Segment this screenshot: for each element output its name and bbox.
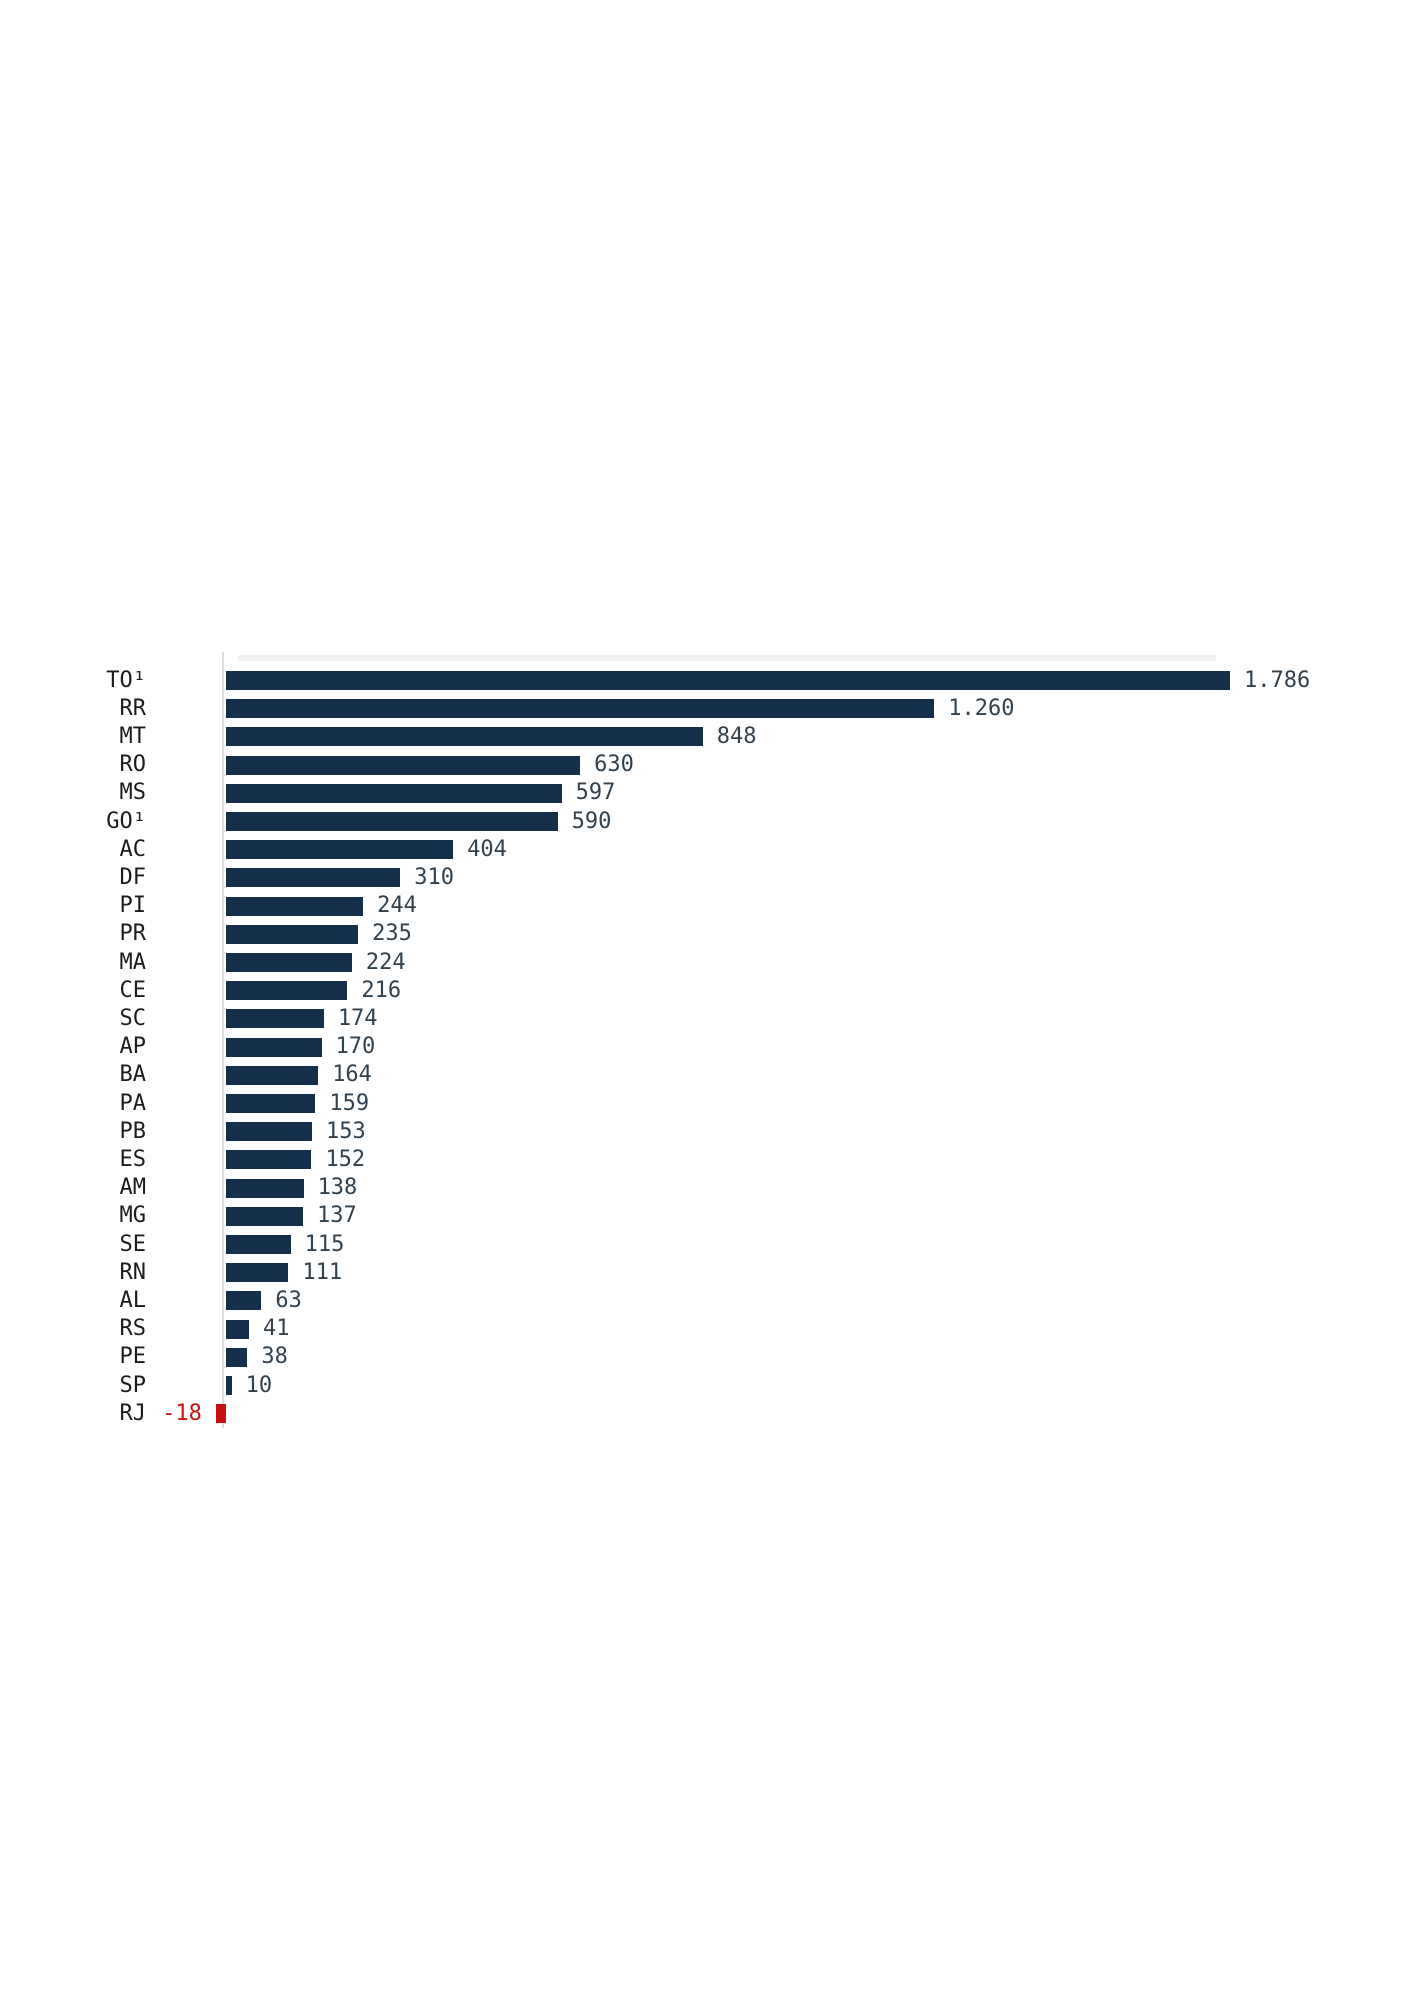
bar bbox=[226, 1009, 324, 1029]
category-label: AL bbox=[119, 1287, 147, 1313]
category-label: SC bbox=[119, 1005, 147, 1031]
category-label: AM bbox=[119, 1175, 147, 1201]
value-label: 1.260 bbox=[948, 695, 1015, 721]
bar bbox=[226, 671, 1230, 690]
bar bbox=[226, 1178, 304, 1198]
category-label: RJ bbox=[119, 1400, 147, 1426]
category-label: RS bbox=[119, 1316, 147, 1342]
category-label: GO¹ bbox=[106, 808, 146, 834]
value-label: 10 bbox=[245, 1372, 273, 1398]
bar bbox=[226, 1094, 316, 1113]
category-label: ES bbox=[119, 1146, 147, 1172]
bar bbox=[226, 755, 581, 775]
value-label: 630 bbox=[594, 752, 634, 778]
bar bbox=[226, 783, 562, 803]
value-label: 1.786 bbox=[1244, 667, 1311, 693]
value-label: 224 bbox=[365, 949, 406, 975]
value-label: 63 bbox=[275, 1287, 302, 1313]
bar bbox=[226, 727, 703, 747]
category-label: AP bbox=[119, 1034, 147, 1060]
value-label: 848 bbox=[716, 723, 757, 749]
value-label: 244 bbox=[377, 893, 417, 919]
category-label: RO bbox=[119, 752, 147, 778]
bar bbox=[226, 812, 558, 831]
value-label: 115 bbox=[304, 1231, 345, 1257]
category-label: MA bbox=[119, 949, 147, 975]
bar bbox=[226, 1235, 291, 1254]
value-label: 170 bbox=[335, 1034, 376, 1060]
category-label: PI bbox=[119, 893, 147, 919]
bar bbox=[226, 1037, 322, 1057]
bar bbox=[226, 868, 401, 888]
category-label: RR bbox=[119, 695, 147, 721]
category-label: MG bbox=[119, 1203, 147, 1229]
bar bbox=[226, 924, 359, 944]
axis-line bbox=[222, 652, 224, 1428]
category-label: DF bbox=[119, 864, 147, 890]
bar bbox=[226, 1376, 232, 1395]
bar bbox=[215, 1404, 226, 1424]
category-label: CE bbox=[119, 977, 147, 1003]
bar bbox=[226, 1150, 312, 1170]
bar bbox=[226, 1122, 312, 1142]
bar bbox=[226, 896, 364, 916]
bar bbox=[226, 1319, 250, 1339]
category-label: AC bbox=[119, 836, 147, 862]
value-label: 153 bbox=[326, 1118, 366, 1144]
value-label: 310 bbox=[414, 864, 455, 890]
category-label: RN bbox=[119, 1259, 147, 1285]
bar bbox=[226, 1291, 262, 1311]
category-label: SP bbox=[119, 1372, 147, 1398]
category-label: BA bbox=[119, 1062, 147, 1088]
value-label: 216 bbox=[361, 977, 402, 1003]
bar bbox=[226, 840, 454, 860]
value-label: 152 bbox=[325, 1146, 366, 1172]
bar bbox=[226, 699, 935, 719]
ghost-bar bbox=[238, 655, 1216, 661]
category-label: SE bbox=[119, 1231, 147, 1257]
category-label: PB bbox=[119, 1118, 147, 1144]
bar bbox=[226, 981, 348, 1001]
bar bbox=[226, 1065, 319, 1085]
value-label: 159 bbox=[329, 1090, 370, 1116]
value-label: 597 bbox=[575, 780, 616, 806]
value-label: 235 bbox=[372, 921, 412, 947]
category-label: MT bbox=[119, 723, 147, 749]
bar bbox=[226, 1206, 303, 1226]
bar bbox=[226, 1347, 248, 1367]
value-label: 41 bbox=[263, 1316, 290, 1342]
category-label: TO¹ bbox=[106, 667, 146, 693]
category-label: PE bbox=[119, 1344, 147, 1370]
bar bbox=[226, 953, 352, 972]
value-label: 164 bbox=[332, 1062, 372, 1088]
value-label: 137 bbox=[317, 1203, 357, 1229]
value-label: 404 bbox=[467, 836, 507, 862]
value-label: -18 bbox=[162, 1400, 202, 1426]
value-label: 174 bbox=[337, 1005, 378, 1031]
bar bbox=[226, 1263, 289, 1283]
value-label: 38 bbox=[261, 1344, 288, 1370]
category-label: PR bbox=[119, 921, 147, 947]
value-label: 111 bbox=[302, 1259, 343, 1285]
value-label: 590 bbox=[571, 808, 612, 834]
value-label: 138 bbox=[317, 1175, 358, 1201]
category-label: MS bbox=[119, 780, 147, 806]
category-label: PA bbox=[119, 1090, 147, 1116]
